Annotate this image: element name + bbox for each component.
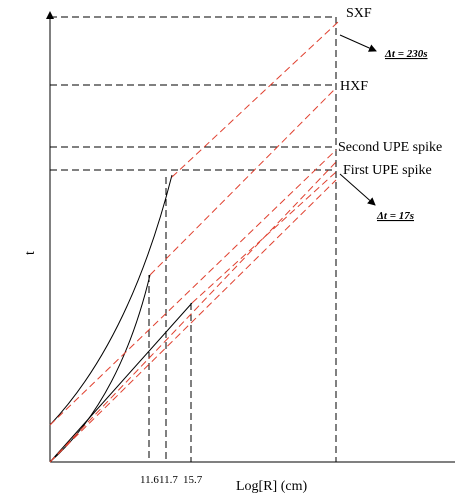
- level-label: HXF: [340, 79, 368, 94]
- arrow: [339, 34, 377, 52]
- arrow: [339, 173, 376, 206]
- y-axis-label: t: [23, 251, 38, 255]
- x-tick-label: 11.6: [140, 474, 159, 486]
- annotation: Δt = 17s: [376, 210, 414, 222]
- curve: [49, 174, 173, 426]
- red-line: [171, 21, 339, 178]
- red-line: [49, 179, 337, 463]
- annotation: Δt = 230s: [384, 48, 428, 60]
- level-label: SXF: [346, 6, 372, 21]
- x-tick-label: 11.7: [159, 474, 178, 486]
- red-line: [149, 87, 337, 276]
- level-label: Second UPE spike: [338, 140, 442, 155]
- x-axis-label: Log[R] (cm): [236, 479, 307, 494]
- curve: [49, 302, 193, 463]
- curve: [49, 274, 151, 463]
- red-line: [49, 161, 337, 463]
- x-tick-label: 15.7: [183, 474, 203, 486]
- level-label: First UPE spike: [343, 163, 432, 178]
- red-line: [49, 149, 337, 426]
